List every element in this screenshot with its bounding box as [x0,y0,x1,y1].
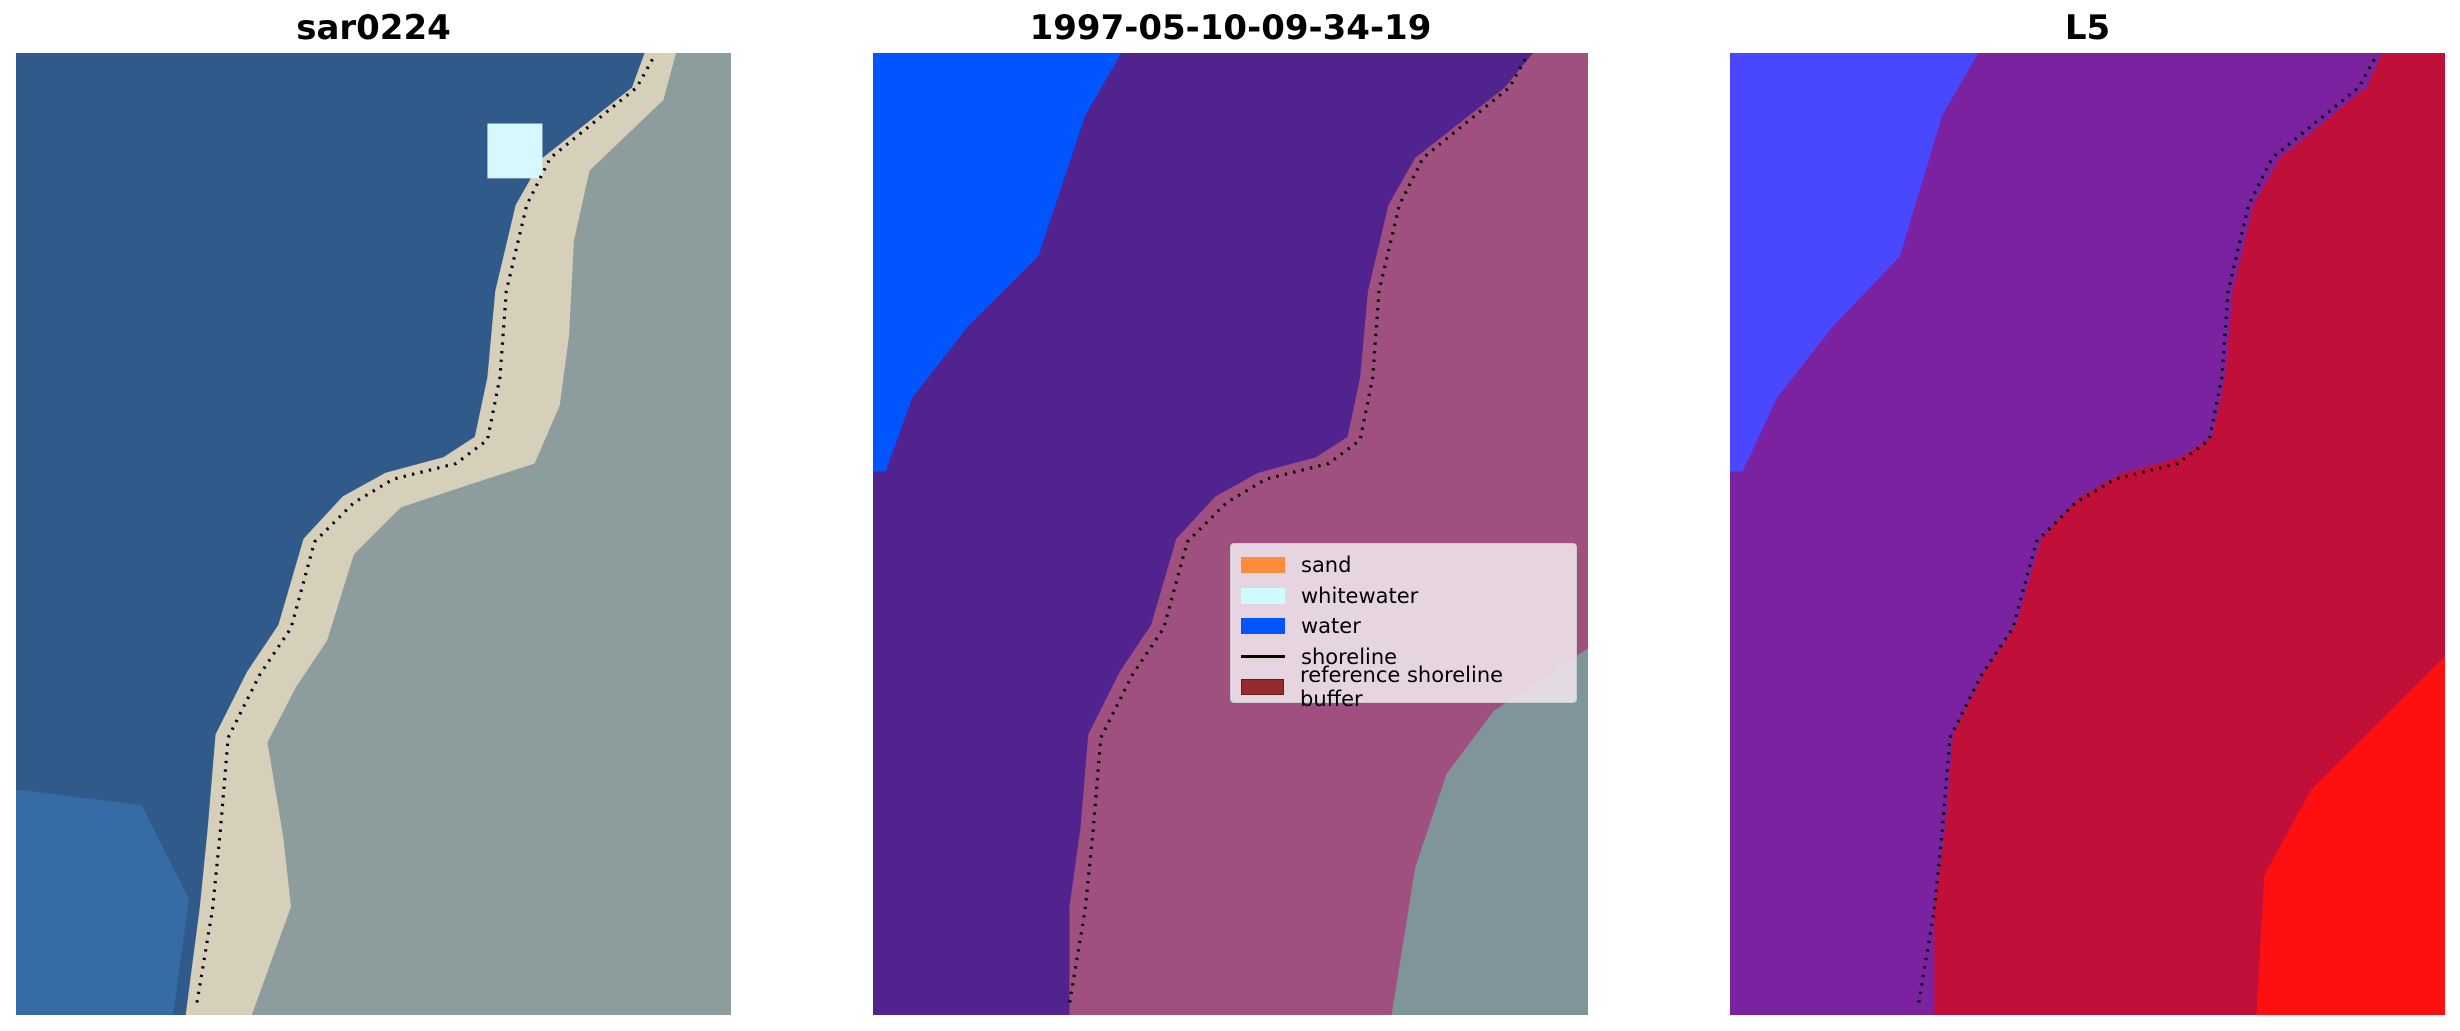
legend-label: whitewater [1301,583,1419,608]
legend-swatch [1241,557,1285,574]
bright-land-area [2256,656,2445,1015]
panel-title-1: sar0224 [296,8,451,48]
land-area [1934,53,2445,1015]
panel-title-2: 1997-05-10-09-34-19 [1029,8,1432,48]
water-area [16,53,645,1015]
sand-strip [185,53,676,1015]
legend: sand whitewater water shoreline referenc… [1230,543,1577,711]
whitewater-patch [487,123,543,179]
legend-label: water [1301,614,1361,639]
panel-classification [873,53,1588,1015]
water-area [1730,53,1979,472]
legend-item-shoreline: shoreline [1241,642,1566,673]
legend-swatch [1241,618,1285,635]
water-deep-area [16,789,189,1015]
land-area [1391,648,1588,1015]
legend-label: sand [1301,553,1352,578]
legend-label: shoreline [1301,644,1398,669]
legend-item-buffer: reference shoreline buffer [1241,663,1566,711]
legend-label: reference shoreline buffer [1300,663,1504,712]
panel-rgb-image [16,53,731,1015]
legend-swatch [1241,587,1285,604]
panel-l5-image [1730,53,2445,1015]
legend-item-sand: sand [1241,550,1566,581]
panel-title-3: L5 [2064,8,2111,48]
legend-item-whitewater: whitewater [1241,581,1566,612]
legend-swatch [1241,679,1285,696]
legend-item-water: water [1241,611,1566,642]
water-class-area [873,53,1122,472]
legend-line [1241,655,1285,659]
